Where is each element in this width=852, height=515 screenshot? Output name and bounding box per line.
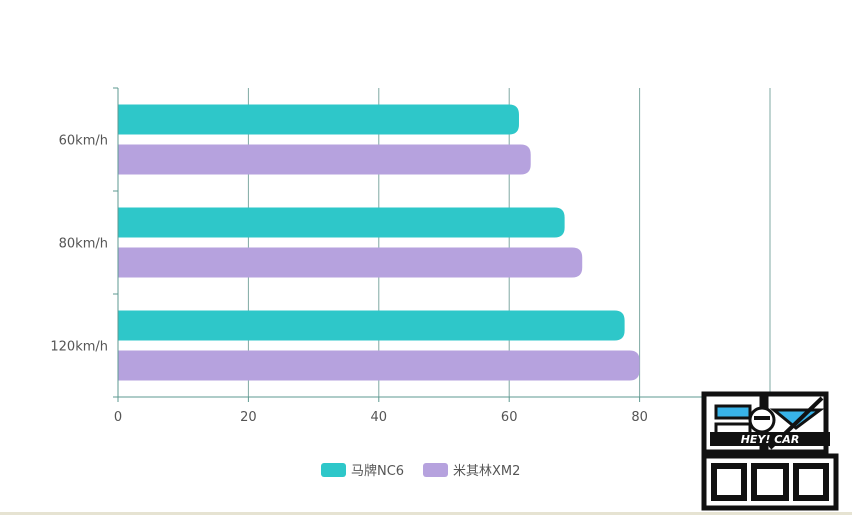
y-axis-ticks: 60km/h 80km/h 120km/h <box>50 87 118 398</box>
legend-item[interactable]: 马牌NC6 <box>321 463 404 479</box>
bar-series-1[interactable] <box>118 104 519 135</box>
watermark-hey-car-text: HEY! CAR <box>741 433 800 446</box>
bars-group <box>118 104 640 381</box>
bottom-border <box>0 512 852 515</box>
bar-series-2[interactable] <box>118 350 640 381</box>
bar-series-2[interactable] <box>118 247 583 278</box>
axes <box>117 88 770 398</box>
y-tick-label: 80km/h <box>59 237 108 252</box>
legend-swatch <box>423 463 448 477</box>
legend-label: 米其林XM2 <box>453 464 520 479</box>
bar-series-2[interactable] <box>118 144 531 175</box>
y-tick-label: 120km/h <box>50 340 108 355</box>
x-tick-label: 60 <box>501 410 518 425</box>
bar-series-1[interactable] <box>118 207 565 238</box>
grid-lines <box>247 88 771 397</box>
x-tick-label: 0 <box>114 410 122 425</box>
x-tick-label: 20 <box>240 410 257 425</box>
legend-swatch <box>321 463 346 477</box>
x-axis-ticks: 0 20 40 60 80 <box>114 397 648 425</box>
x-tick-label: 80 <box>631 410 648 425</box>
hey-car-watermark-logo: HEY! CAR <box>701 391 839 511</box>
y-tick-label: 60km/h <box>59 134 108 149</box>
bar-series-1[interactable] <box>118 310 625 341</box>
x-tick-label: 40 <box>371 410 388 425</box>
legend-label: 马牌NC6 <box>351 463 404 479</box>
legend[interactable]: 马牌NC6 米其林XM2 <box>321 463 520 479</box>
legend-item[interactable]: 米其林XM2 <box>423 463 520 479</box>
